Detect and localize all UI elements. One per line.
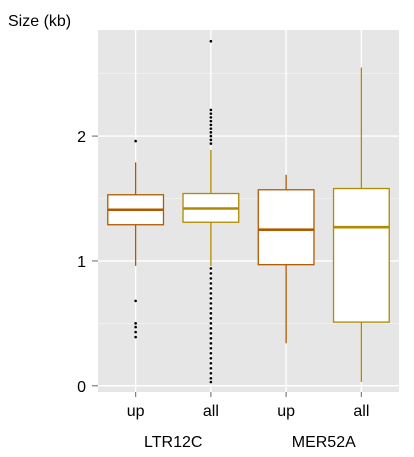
box-ltr12c-up [107,139,165,339]
y-axis: 0 1 2 [77,129,98,396]
outlier-point [209,297,213,300]
box-ltr12c-all [182,39,240,384]
outlier-point [209,108,213,112]
outlier-point [209,131,213,134]
outlier-point [209,307,213,310]
outlier-point [134,335,137,339]
outlier-point [134,139,137,143]
outlier-point [209,116,213,119]
outlier-point [209,352,213,355]
outlier-point [134,325,137,329]
x-tick-label: up [277,403,295,420]
outlier-point [209,282,213,285]
outlier-point [209,342,213,345]
outlier-point [209,272,213,275]
outlier-point [209,112,213,115]
outlier-point [209,366,213,370]
outlier-point [209,356,213,360]
outlier-point [209,267,213,270]
outlier-point [209,322,213,325]
outlier-point [209,317,213,320]
outlier-point [134,330,137,334]
outlier-point [209,119,213,123]
outlier-point [209,292,213,295]
y-tick-label: 1 [77,254,86,271]
outlier-point [209,327,213,330]
outlier-point [209,287,213,290]
outlier-point [209,380,213,384]
outlier-point [209,138,213,142]
box-iqr [332,187,390,323]
outlier-point [209,337,213,340]
outlier-point [209,312,213,315]
outlier-point [209,376,213,380]
boxes-layer [107,39,390,384]
outlier-point [209,39,213,43]
outlier-point [209,134,213,138]
box-mer52a-up [257,174,315,344]
outlier-point [209,277,213,280]
y-tick-label: 2 [77,129,86,146]
outlier-point [209,371,213,375]
outlier-point [134,299,137,303]
outlier-point [209,332,213,335]
x-group-label: LTR12C [144,434,202,451]
y-tick-label: 0 [77,379,86,396]
box-iqr [257,189,315,266]
outlier-point [209,347,213,350]
x-tick-label: up [127,403,145,420]
outlier-point [209,302,213,305]
outlier-point [209,127,213,130]
x-tick-label: all [353,403,369,420]
x-group-label: MER52A [292,434,356,451]
outlier-point [209,142,213,145]
x-tick-label: all [203,403,219,420]
outlier-point [209,361,213,365]
outlier-point [209,123,213,127]
outlier-point [134,322,137,325]
box-mer52a-all [332,67,390,383]
y-axis-label: Size (kb) [8,13,71,30]
